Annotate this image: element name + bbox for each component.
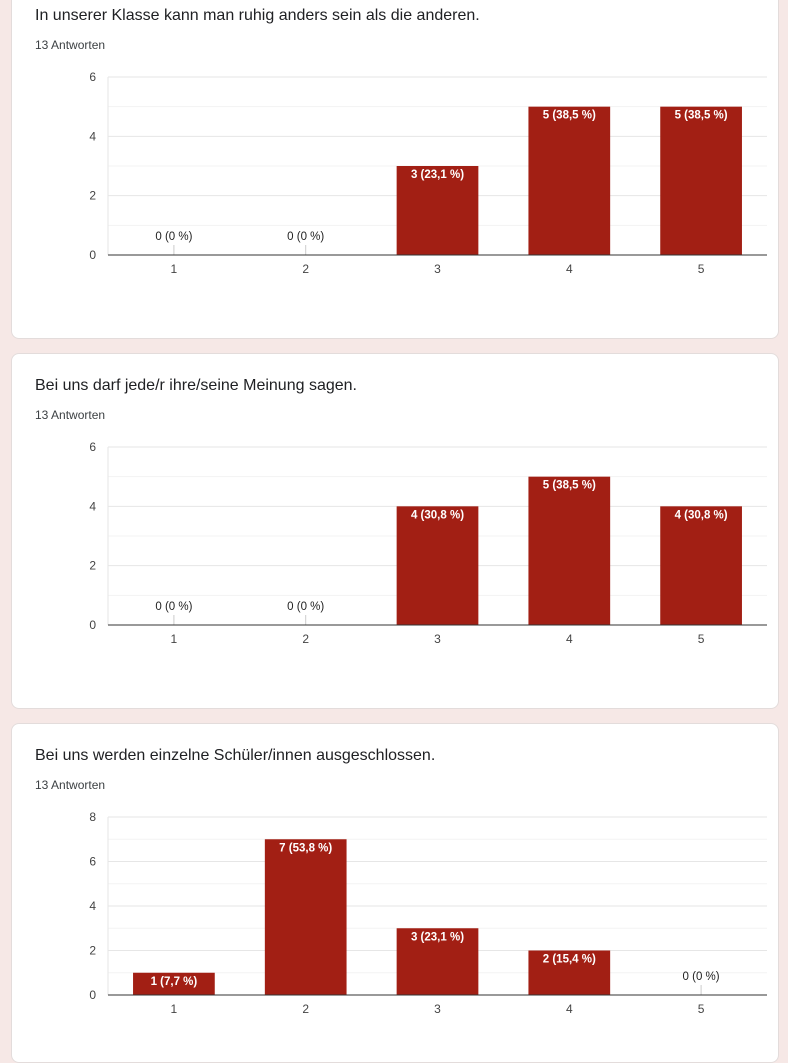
y-tick-label: 0 [89,248,96,262]
x-tick-label: 5 [698,632,705,646]
data-label: 5 (38,5 %) [543,110,596,122]
response-count: 13 Antworten [35,38,106,52]
bar [528,106,611,255]
question-title: Bei uns werden einzelne Schüler/innen au… [35,747,436,764]
bar-chart-2: 0 2 4 6 0 (0 %) 1 0 (0 %) 2 4 (30,8 %) 3 5 (38,5 %… [89,440,767,646]
x-tick-label: 2 [302,262,309,276]
x-tick-label: 2 [302,632,309,646]
bar [528,476,611,625]
data-label: 5 (38,5 %) [543,480,596,492]
x-tick-label: 2 [302,1002,309,1016]
x-tick-label: 3 [434,1002,441,1016]
bar [396,506,479,625]
data-label: 5 (38,5 %) [675,110,728,122]
y-tick-label: 2 [89,189,96,203]
data-label: 1 (7,7 %) [151,976,198,988]
x-tick-label: 4 [566,632,573,646]
x-tick-label: 4 [566,262,573,276]
data-label: 0 (0 %) [683,971,720,983]
x-tick-label: 1 [171,632,178,646]
bar-chart-1: 0 2 4 6 0 (0 %) 1 0 (0 %) 2 3 (23,1 %) 3 5 (38,5 %… [89,70,767,276]
bar [396,166,479,255]
x-tick-label: 1 [171,262,178,276]
bar [133,972,215,995]
x-tick-label: 3 [434,632,441,646]
question-card-3: Bei uns werden einzelne Schüler/innen au… [11,723,779,1063]
bar [264,839,347,995]
data-label: 0 (0 %) [287,231,324,243]
y-tick-label: 6 [89,70,96,84]
data-label: 7 (53,8 %) [279,842,332,854]
y-tick-label: 4 [89,899,96,913]
data-label: 3 (23,1 %) [411,169,464,181]
x-tick-label: 4 [566,1002,573,1016]
data-label: 3 (23,1 %) [411,931,464,943]
data-label: 2 (15,4 %) [543,954,596,966]
data-label: 4 (30,8 %) [675,509,728,521]
question-title: Bei uns darf jede/r ihre/seine Meinung s… [35,377,357,394]
bar [528,950,611,995]
bar [660,506,742,625]
bar [660,106,742,255]
y-tick-label: 2 [89,559,96,573]
y-tick-label: 0 [89,988,96,1002]
data-label: 0 (0 %) [155,601,192,613]
bar [396,928,479,995]
y-tick-label: 0 [89,618,96,632]
bar-chart-3: 0 2 4 6 8 1 (7,7 %) 1 7 (53,8 %) 2 3 (23,1 %) 3 2 (… [89,810,767,1016]
y-tick-label: 6 [89,440,96,454]
y-tick-label: 8 [89,810,96,824]
y-tick-label: 4 [89,129,96,143]
question-title: In unserer Klasse kann man ruhig anders … [35,7,480,24]
question-card-1: In unserer Klasse kann man ruhig anders … [11,0,779,339]
y-tick-label: 6 [89,855,96,869]
response-count: 13 Antworten [35,408,106,422]
data-label: 0 (0 %) [287,601,324,613]
y-tick-label: 4 [89,499,96,513]
data-label: 4 (30,8 %) [411,509,464,521]
y-tick-label: 2 [89,944,96,958]
x-tick-label: 5 [698,1002,705,1016]
data-label: 0 (0 %) [155,231,192,243]
x-tick-label: 3 [434,262,441,276]
x-tick-label: 5 [698,262,705,276]
response-count: 13 Antworten [35,778,106,792]
x-tick-label: 1 [171,1002,178,1016]
question-card-2: Bei uns darf jede/r ihre/seine Meinung s… [11,353,779,709]
